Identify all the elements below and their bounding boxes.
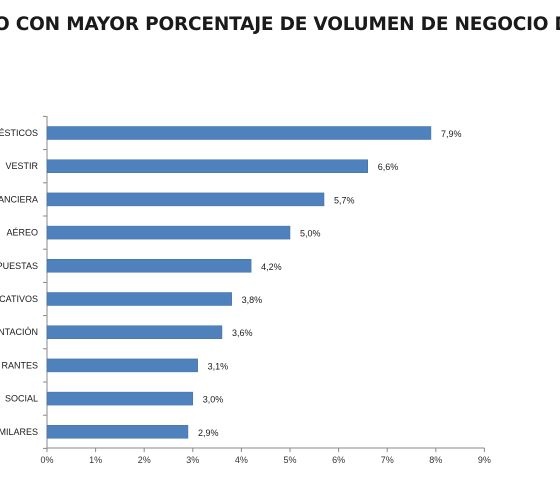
category-label: SOCIAL xyxy=(5,394,38,404)
data-label: 3,8% xyxy=(242,295,263,305)
x-tick-label: 5% xyxy=(283,455,296,465)
x-tick-label: 1% xyxy=(89,455,102,465)
bar xyxy=(46,259,252,273)
data-label: 7,9% xyxy=(441,129,462,139)
category-label: CATIVOS xyxy=(0,294,38,304)
category-label: AÉREO xyxy=(6,228,38,238)
bar xyxy=(46,358,198,373)
category-label: VESTIR xyxy=(5,161,38,171)
x-tick-label: 9% xyxy=(478,455,491,465)
x-tick-label: 2% xyxy=(138,455,151,465)
category-label: ANCIERA xyxy=(0,194,38,204)
data-label: 5,0% xyxy=(300,229,321,239)
data-label: 3,0% xyxy=(203,395,224,405)
x-tick-label: 8% xyxy=(429,455,442,465)
category-label: RANTES xyxy=(1,360,38,370)
x-tick-label: 3% xyxy=(186,455,199,465)
bar xyxy=(46,325,223,339)
data-label: 5,7% xyxy=(334,195,355,205)
data-label: 3,1% xyxy=(208,361,229,371)
category-label: NTACIÓN xyxy=(0,327,38,337)
x-tick-label: 7% xyxy=(381,455,394,465)
bar xyxy=(46,391,194,406)
bar xyxy=(46,192,325,207)
category-label: ÉSTICOS xyxy=(0,128,38,138)
bar xyxy=(46,292,232,306)
bar xyxy=(46,159,369,173)
data-label: 3,6% xyxy=(232,328,253,338)
data-label: 6,6% xyxy=(378,162,399,172)
bar xyxy=(46,225,291,240)
x-tick-label: 6% xyxy=(332,455,345,465)
bar xyxy=(46,126,432,140)
category-label: PUESTAS xyxy=(0,261,38,271)
data-label: 2,9% xyxy=(198,428,219,438)
x-tick-label: 4% xyxy=(235,455,248,465)
x-tick-label: 0% xyxy=(40,455,53,465)
bar xyxy=(46,425,189,439)
data-label: 4,2% xyxy=(261,262,282,272)
chart-title: O CON MAYOR PORCENTAJE DE VOLUMEN DE NEG… xyxy=(0,14,560,35)
category-label: MILARES xyxy=(0,427,38,437)
